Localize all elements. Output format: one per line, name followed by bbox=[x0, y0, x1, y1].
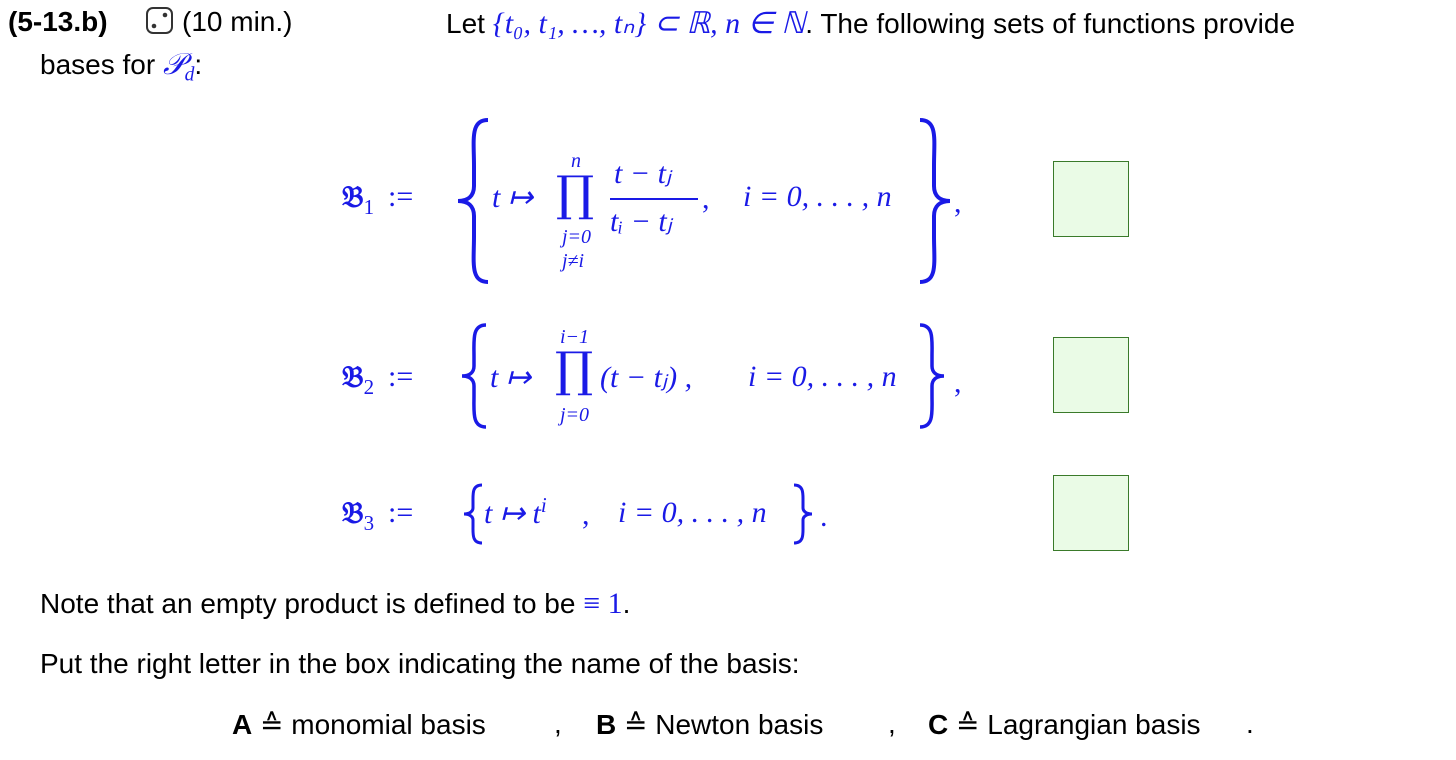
basis-2-answer-box[interactable] bbox=[1053, 337, 1129, 413]
basis-3-left-brace bbox=[463, 483, 483, 545]
intro-let: Let bbox=[446, 8, 485, 39]
dice-icon bbox=[146, 7, 173, 34]
basis-1-comma: , bbox=[702, 182, 710, 215]
bases-suffix: : bbox=[194, 49, 203, 80]
legend-sep-2: , bbox=[888, 708, 896, 739]
basis-3-power: i bbox=[540, 493, 547, 517]
basis-1-prod-lower2: j≠i bbox=[562, 250, 585, 272]
basis-3-assign: := bbox=[388, 496, 414, 529]
legend-a: A ≙ monomial basis bbox=[232, 708, 486, 741]
legend-a-name: monomial basis bbox=[291, 709, 486, 740]
basis-1-product-icon: ∏ bbox=[556, 166, 595, 222]
basis-1-denominator: tᵢ − tⱼ bbox=[610, 205, 672, 238]
basis-1-fraction-bar bbox=[610, 198, 698, 200]
basis-1-prod-lower1: j=0 bbox=[562, 226, 592, 248]
legend-b: B ≙ Newton basis bbox=[596, 708, 823, 741]
legend-end: . bbox=[1246, 708, 1254, 739]
instruction-text: Put the right letter in the box indicati… bbox=[40, 648, 800, 679]
intro-text: Let {t₀, t₁, …, tₙ} ⊂ ℝ, n ∈ ℕ. The foll… bbox=[446, 6, 1295, 41]
basis-2-prod-upper: i−1 bbox=[560, 326, 590, 348]
poly-space-sub: d bbox=[184, 64, 195, 86]
basis-2-symbol: 𝔅2 bbox=[342, 360, 375, 399]
basis-3-range: i = 0, . . . , n bbox=[618, 496, 767, 529]
basis-3-comma: , bbox=[582, 498, 590, 531]
basis-2-product-icon: ∏ bbox=[555, 342, 594, 398]
bases-prefix: bases for bbox=[40, 49, 156, 80]
legend-c-sym: ≙ bbox=[956, 709, 980, 740]
note-text: Note that an empty product is defined to… bbox=[40, 588, 576, 619]
basis-3-right-brace bbox=[793, 483, 813, 545]
basis-1-prod-upper: n bbox=[571, 150, 581, 172]
basis-2-prod-lower: j=0 bbox=[560, 404, 590, 426]
legend-b-name: Newton basis bbox=[655, 709, 824, 740]
note-line: Note that an empty product is defined to… bbox=[40, 587, 630, 621]
intro-n: n ∈ ℕ bbox=[725, 7, 806, 40]
basis-2-right-brace bbox=[919, 323, 945, 429]
basis-2-map: t ↦ bbox=[490, 361, 531, 394]
legend-c-letter: C bbox=[928, 709, 949, 740]
basis-1-map: t ↦ bbox=[492, 181, 533, 214]
basis-1-right-brace bbox=[919, 118, 951, 284]
basis-1-tail: , bbox=[954, 186, 962, 219]
basis-3-map: t ↦ ti bbox=[484, 493, 547, 531]
basis-2-range: i = 0, . . . , n bbox=[748, 360, 897, 393]
basis-1-left-brace bbox=[457, 118, 489, 284]
basis-2-tail: , bbox=[954, 366, 962, 399]
basis-3-tail: . bbox=[820, 500, 828, 533]
exercise-id: (5-13.b) bbox=[8, 6, 108, 37]
basis-3-answer-box[interactable] bbox=[1053, 475, 1129, 551]
time-estimate: (10 min.) bbox=[182, 6, 293, 37]
note-value: ≡ 1 bbox=[583, 587, 623, 620]
basis-1-numerator: t − tⱼ bbox=[614, 157, 672, 190]
poly-space: 𝒫 bbox=[162, 48, 185, 81]
legend-a-letter: A bbox=[232, 709, 253, 740]
legend-a-sym: ≙ bbox=[260, 709, 284, 740]
basis-2-left-brace bbox=[461, 323, 487, 429]
legend-c-name: Lagrangian basis bbox=[987, 709, 1201, 740]
note-end: . bbox=[622, 588, 631, 619]
basis-1-range: i = 0, . . . , n bbox=[743, 180, 892, 213]
basis-1-assign: := bbox=[388, 180, 414, 213]
basis-2-assign: := bbox=[388, 360, 414, 393]
basis-1-symbol: 𝔅1 bbox=[342, 180, 375, 219]
basis-1-answer-box[interactable] bbox=[1053, 161, 1129, 237]
legend-c: C ≙ Lagrangian basis bbox=[928, 708, 1201, 741]
bases-line: bases for 𝒫d: bbox=[40, 48, 203, 85]
legend-sep-1: , bbox=[554, 708, 562, 739]
intro-rest: . The following sets of functions provid… bbox=[805, 8, 1296, 39]
legend-b-letter: B bbox=[596, 709, 617, 740]
basis-3-symbol: 𝔅3 bbox=[342, 496, 375, 535]
legend-b-sym: ≙ bbox=[624, 709, 648, 740]
intro-set: {t₀, t₁, …, tₙ} ⊂ ℝ, bbox=[492, 7, 726, 40]
basis-2-factor: (t − tⱼ) , bbox=[600, 361, 693, 394]
